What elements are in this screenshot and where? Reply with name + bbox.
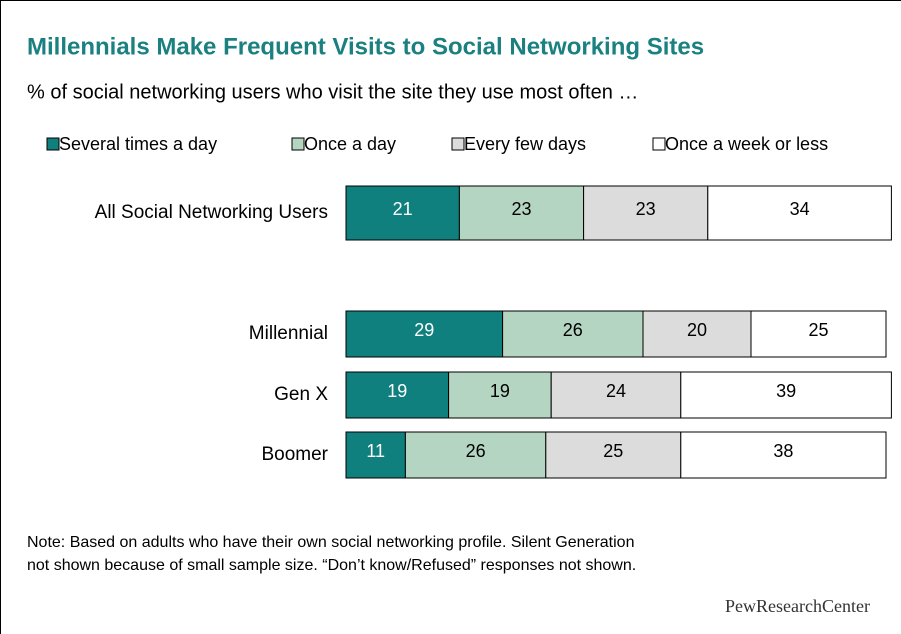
source: PewResearchCenter — [725, 596, 870, 616]
bar-segment — [680, 371, 892, 419]
chart-subtitle: % of social networking users who visit t… — [27, 81, 638, 103]
value-label: 39 — [776, 381, 796, 401]
value-label: 23 — [636, 199, 656, 219]
bar-segment — [680, 431, 887, 479]
legend-label: Every few days — [464, 134, 586, 154]
category-label: Millennial — [249, 323, 328, 344]
bar-segment — [750, 310, 887, 358]
bar-segment — [345, 310, 504, 358]
value-label: 25 — [603, 441, 623, 461]
chart-title: Millennials Make Frequent Visits to Soci… — [27, 33, 704, 60]
bar-segment — [502, 310, 644, 358]
legend-swatch — [291, 137, 305, 151]
value-label: 34 — [790, 199, 810, 219]
value-label: 38 — [773, 441, 793, 461]
value-label: 19 — [387, 381, 407, 401]
bar-segment — [458, 185, 585, 241]
legend-swatch — [451, 137, 465, 151]
category-label: Gen X — [274, 384, 328, 405]
value-label: 21 — [393, 199, 413, 219]
note: Note: Based on adults who have their own… — [27, 534, 634, 551]
legend-label: Once a week or less — [665, 134, 828, 154]
value-label: 29 — [414, 320, 434, 340]
bar-segment — [404, 431, 547, 479]
value-label: 24 — [606, 381, 626, 401]
bar-segment — [642, 310, 752, 358]
bar-segment — [583, 185, 709, 241]
value-label: 20 — [687, 320, 707, 340]
note: not shown because of small sample size. … — [27, 557, 636, 574]
value-label: 26 — [563, 320, 583, 340]
bar-segment — [707, 185, 892, 241]
legend-label: Several times a day — [59, 134, 217, 154]
value-label: 19 — [490, 381, 510, 401]
bar-segment — [448, 371, 552, 419]
legend-label: Once a day — [304, 134, 396, 154]
legend-swatch — [46, 137, 60, 151]
value-label: 25 — [808, 320, 828, 340]
value-label: 26 — [466, 441, 486, 461]
value-label: 11 — [366, 441, 385, 461]
value-label: 23 — [511, 199, 531, 219]
category-label: All Social Networking Users — [95, 202, 328, 223]
category-label: Boomer — [261, 444, 328, 465]
legend-swatch — [652, 137, 666, 151]
bar-segment — [345, 185, 460, 241]
